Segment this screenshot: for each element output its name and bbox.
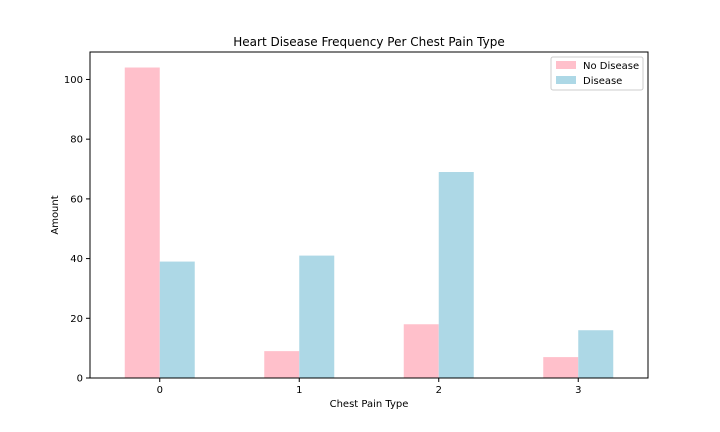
bar-no-disease-0: [124, 67, 160, 379]
legend-label-disease: Disease: [583, 76, 622, 87]
y-tick-label: 100: [64, 75, 83, 86]
legend-swatch-disease: [556, 76, 576, 84]
legend-swatch-no-disease: [556, 61, 576, 69]
chart-title: Heart Disease Frequency Per Chest Pain T…: [233, 35, 504, 49]
bar-no-disease-2: [403, 324, 439, 378]
bar-disease-0: [159, 261, 195, 378]
y-tick-label: 40: [70, 254, 83, 265]
x-axis-label: Chest Pain Type: [330, 399, 409, 410]
x-tick-label: 0: [157, 385, 163, 396]
y-axis-label: Amount: [50, 195, 61, 234]
x-axis-ticks: 0 1 2 3: [157, 378, 581, 396]
x-tick-label: 2: [436, 385, 442, 396]
y-tick-label: 20: [70, 314, 83, 325]
x-tick-label: 3: [575, 385, 581, 396]
plot-frame: [89, 51, 649, 379]
legend-label-no-disease: No Disease: [583, 61, 639, 72]
bar-disease-3: [578, 330, 614, 378]
bar-disease-2: [438, 172, 474, 378]
legend: No Disease Disease: [550, 56, 644, 91]
y-axis-ticks: 0 20 40 60 80 100: [64, 75, 90, 385]
y-tick-label: 80: [70, 135, 83, 146]
y-tick-label: 60: [70, 194, 83, 205]
bars-group: [124, 67, 614, 379]
bar-disease-1: [299, 255, 335, 378]
y-tick-label: 0: [77, 374, 83, 385]
bar-no-disease-1: [264, 351, 300, 378]
bar-no-disease-3: [543, 357, 579, 378]
x-tick-label: 1: [296, 385, 302, 396]
